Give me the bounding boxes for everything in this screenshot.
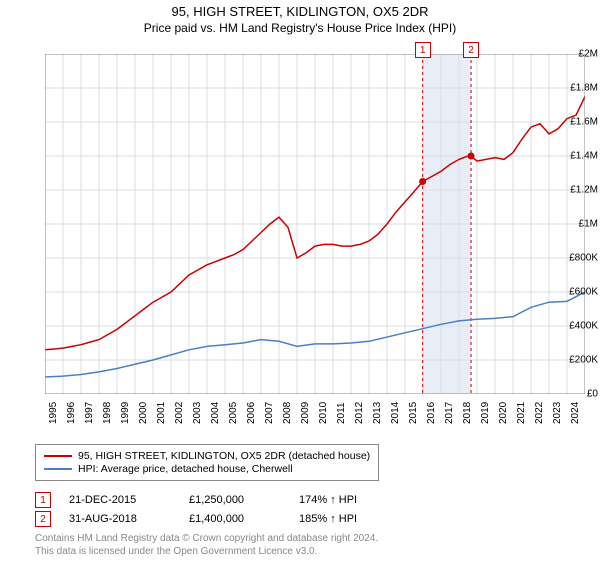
sale-row: 1 21-DEC-2015£1,250,000174% ↑ HPI: [35, 492, 419, 508]
xtick-label: 2011: [336, 402, 347, 424]
xtick-label: 2015: [408, 402, 419, 424]
xtick-label: 2000: [138, 402, 149, 424]
legend-label: HPI: Average price, detached house, Cher…: [78, 463, 293, 475]
legend-row: 95, HIGH STREET, KIDLINGTON, OX5 2DR (de…: [44, 450, 370, 462]
xtick-label: 2012: [354, 402, 365, 424]
xtick-label: 2008: [282, 402, 293, 424]
sale-badge: 1: [35, 492, 51, 508]
sale-date: 31-AUG-2018: [69, 513, 189, 525]
sale-badge: 2: [35, 511, 51, 527]
ytick-label: £1.2M: [558, 185, 598, 196]
sale-price: £1,250,000: [189, 494, 299, 506]
ytick-label: £1M: [558, 219, 598, 230]
ytick-label: £1.8M: [558, 83, 598, 94]
ytick-label: £200K: [558, 355, 598, 366]
xtick-label: 2001: [156, 402, 167, 424]
legend-label: 95, HIGH STREET, KIDLINGTON, OX5 2DR (de…: [78, 450, 370, 462]
ytick-label: £2M: [558, 49, 598, 60]
xtick-label: 2024: [570, 402, 581, 424]
xtick-label: 2003: [192, 402, 203, 424]
line-chart-svg: [45, 54, 585, 394]
xtick-label: 2004: [210, 402, 221, 424]
xtick-label: 2010: [318, 402, 329, 424]
sales-table: 1 21-DEC-2015£1,250,000174% ↑ HPI 2 31-AUG-…: [35, 489, 419, 530]
legend: 95, HIGH STREET, KIDLINGTON, OX5 2DR (de…: [35, 444, 379, 481]
xtick-label: 1999: [120, 402, 131, 424]
xtick-label: 2005: [228, 402, 239, 424]
xtick-label: 1997: [84, 402, 95, 424]
footer-attribution: Contains HM Land Registry data © Crown c…: [35, 532, 378, 558]
xtick-label: 1996: [66, 402, 77, 424]
xtick-label: 2002: [174, 402, 185, 424]
xtick-label: 2018: [462, 402, 473, 424]
sale-marker-badge: 1: [415, 42, 431, 58]
chart-subtitle: Price paid vs. HM Land Registry's House …: [0, 21, 600, 35]
legend-row: HPI: Average price, detached house, Cher…: [44, 463, 370, 475]
chart-title: 95, HIGH STREET, KIDLINGTON, OX5 2DR: [0, 4, 600, 19]
xtick-label: 2020: [498, 402, 509, 424]
xtick-label: 2007: [264, 402, 275, 424]
sale-marker-badge: 2: [463, 42, 479, 58]
sale-pct: 185% ↑ HPI: [299, 513, 419, 525]
ytick-label: £1.6M: [558, 117, 598, 128]
xtick-label: 1998: [102, 402, 113, 424]
xtick-label: 2021: [516, 402, 527, 424]
xtick-label: 2022: [534, 402, 545, 424]
xtick-label: 2014: [390, 402, 401, 424]
xtick-label: 2013: [372, 402, 383, 424]
sale-row: 2 31-AUG-2018£1,400,000185% ↑ HPI: [35, 511, 419, 527]
sale-pct: 174% ↑ HPI: [299, 494, 419, 506]
ytick-label: £1.4M: [558, 151, 598, 162]
xtick-label: 2023: [552, 402, 563, 424]
ytick-label: £800K: [558, 253, 598, 264]
xtick-label: 2006: [246, 402, 257, 424]
ytick-label: £600K: [558, 287, 598, 298]
xtick-label: 2016: [426, 402, 437, 424]
chart-area: [45, 54, 585, 394]
xtick-label: 2019: [480, 402, 491, 424]
xtick-label: 2009: [300, 402, 311, 424]
ytick-label: £0: [558, 389, 598, 400]
xtick-label: 2017: [444, 402, 455, 424]
legend-swatch: [44, 468, 72, 470]
footer-line2: This data is licensed under the Open Gov…: [35, 545, 378, 558]
sale-price: £1,400,000: [189, 513, 299, 525]
footer-line1: Contains HM Land Registry data © Crown c…: [35, 532, 378, 545]
sale-date: 21-DEC-2015: [69, 494, 189, 506]
legend-swatch: [44, 455, 72, 457]
xtick-label: 1995: [48, 402, 59, 424]
ytick-label: £400K: [558, 321, 598, 332]
